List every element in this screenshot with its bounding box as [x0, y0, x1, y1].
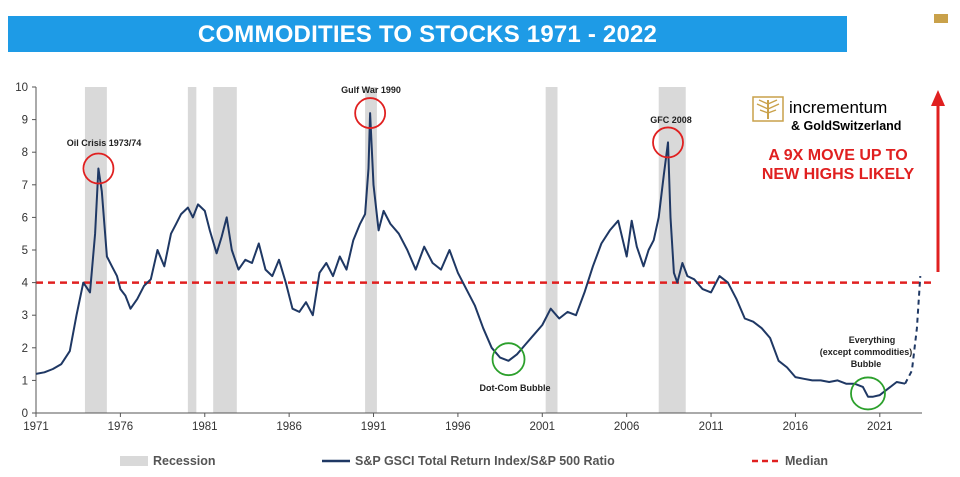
projection-arrow-head [931, 90, 945, 106]
x-tick-label: 1971 [23, 421, 49, 433]
logo-partner: & GoldSwitzerland [791, 119, 901, 133]
dotcom-circle [491, 342, 526, 377]
recession-band [84, 87, 107, 413]
axes: 0 1 2 3 4 5 6 7 8 9 10 1971 1976 1981 1986 1991 1996 2001… [15, 82, 922, 433]
everything-label-2: (except commodities) [820, 347, 913, 357]
dotcom-label: Dot-Com Bubble [480, 383, 551, 393]
logo-name: incrementum [789, 98, 887, 117]
oil-crisis-circle [82, 152, 115, 185]
x-tick-label: 2016 [783, 421, 809, 433]
x-tick-label: 1976 [108, 421, 134, 433]
title-banner: COMMODITIES TO STOCKS 1971 - 2022 [8, 16, 847, 52]
y-tick-label: 7 [22, 180, 28, 192]
x-tick-label: 1986 [276, 421, 302, 433]
y-tick-label: 9 [22, 115, 28, 127]
x-tick-label: 1996 [445, 421, 471, 433]
series-group [35, 112, 922, 398]
y-tick-label: 5 [22, 245, 28, 257]
incrementum-logo: incrementum & GoldSwitzerland [752, 96, 901, 133]
legend: Recession S&P GSCI Total Return Index/S&… [120, 454, 828, 468]
legend-recession-label: Recession [153, 454, 216, 468]
chart-title: COMMODITIES TO STOCKS 1971 - 2022 [197, 21, 658, 48]
y-tick-label: 8 [22, 147, 28, 159]
x-tick-label: 2021 [867, 421, 893, 433]
gulf-war-label: Gulf War 1990 [341, 85, 401, 95]
callout-line-1: A 9X MOVE UP TO [768, 147, 907, 164]
tree-icon [752, 96, 784, 122]
recession-band [213, 87, 237, 413]
y-tick-label: 2 [22, 343, 28, 355]
y-tick-label: 10 [15, 82, 28, 94]
legend-series-label: S&P GSCI Total Return Index/S&P 500 Rati… [355, 454, 615, 468]
recession-bands [84, 87, 686, 413]
x-tick-label: 2006 [614, 421, 640, 433]
series-line [35, 112, 906, 398]
y-tick-label: 4 [22, 278, 29, 290]
projection-line [904, 276, 922, 385]
y-tick-label: 6 [22, 212, 28, 224]
callout-line-2: NEW HIGHS LIKELY [762, 166, 915, 183]
legend-recession-swatch [120, 456, 148, 466]
corner-marker [934, 14, 948, 23]
everything-label-3: Bubble [851, 359, 882, 369]
x-tick-label: 2001 [529, 421, 555, 433]
recession-band [545, 87, 558, 413]
y-tick-label: 0 [22, 408, 28, 420]
legend-median-label: Median [785, 454, 828, 468]
x-tick-label: 1991 [361, 421, 387, 433]
everything-label-1: Everything [849, 335, 896, 345]
recession-band [187, 87, 197, 413]
oil-crisis-label: Oil Crisis 1973/74 [67, 138, 142, 148]
gfc-circle [652, 126, 684, 159]
annotations: Oil Crisis 1973/74 Gulf War 1990 GFC 2008 D… [67, 85, 913, 411]
y-tick-label: 1 [22, 375, 28, 387]
gfc-label: GFC 2008 [650, 115, 692, 125]
x-tick-label: 1981 [192, 421, 218, 433]
everything-bubble-circle [850, 376, 886, 411]
x-tick-label: 2011 [699, 421, 724, 433]
recession-band [365, 87, 377, 413]
gulf-war-circle [354, 97, 387, 129]
projection-callout: A 9X MOVE UP TO NEW HIGHS LIKELY [762, 90, 945, 272]
y-tick-label: 3 [22, 310, 28, 322]
